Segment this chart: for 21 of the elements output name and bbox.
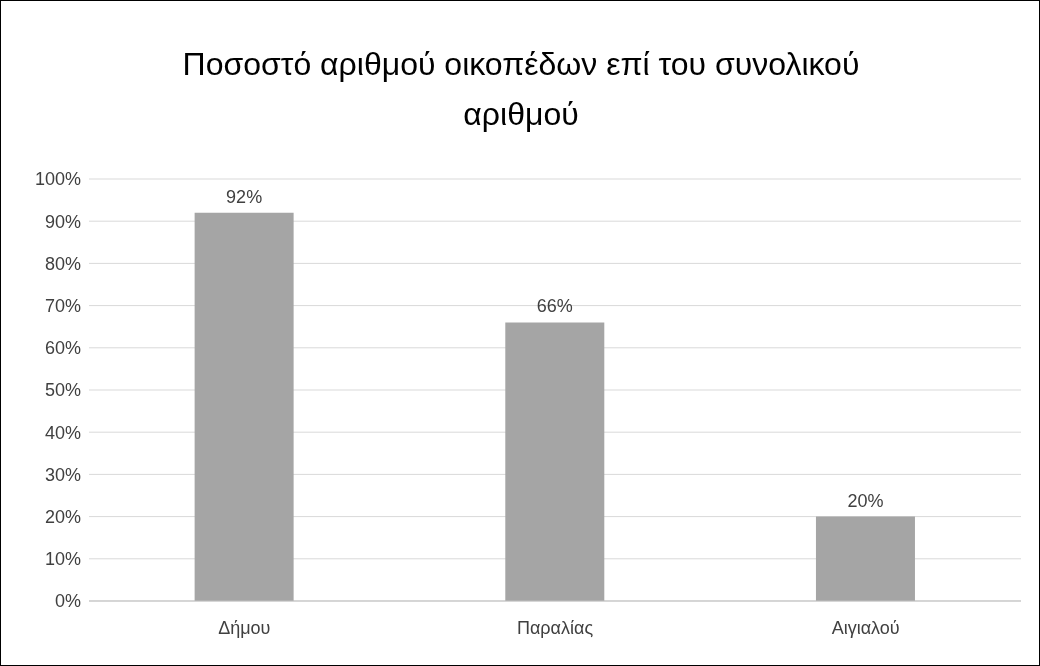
y-tick-label: 100% — [34, 169, 81, 190]
y-tick-label: 0% — [54, 591, 81, 612]
data-label: 20% — [847, 490, 884, 511]
data-label: 66% — [536, 296, 573, 317]
x-tick-label: Δήμου — [218, 617, 271, 638]
y-tick-label: 10% — [44, 549, 81, 570]
x-tick-label: Αιγιαλού — [831, 617, 900, 638]
y-tick-label: 40% — [44, 422, 81, 443]
data-label: 92% — [226, 186, 263, 207]
bar — [815, 516, 915, 601]
bar — [505, 322, 605, 601]
y-tick-label: 90% — [44, 211, 81, 232]
y-tick-label: 70% — [44, 295, 81, 316]
y-tick-label: 80% — [44, 253, 81, 274]
chart-title: Ποσοστό αριθμού οικοπέδων επί του συνολικού αριθμού — [181, 45, 861, 134]
y-tick-label: 60% — [44, 338, 81, 359]
bar — [194, 212, 294, 601]
x-tick-label: Παραλίας — [516, 617, 594, 638]
y-tick-label: 50% — [44, 380, 81, 401]
y-tick-label: 20% — [44, 506, 81, 527]
y-tick-label: 30% — [44, 464, 81, 485]
